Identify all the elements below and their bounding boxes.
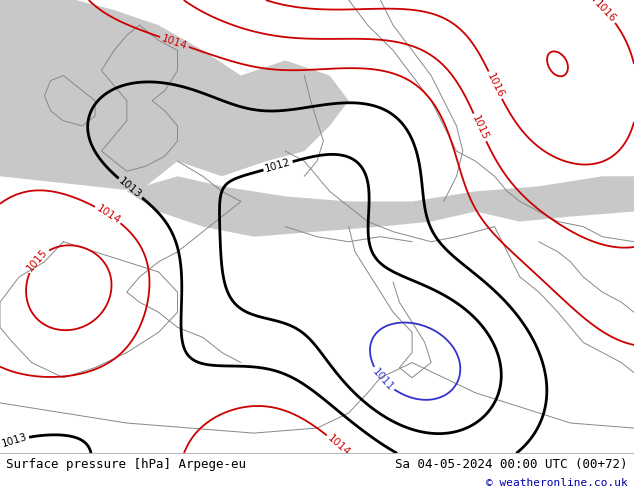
Text: 1016: 1016 [485,71,505,99]
Text: 1011: 1011 [370,366,396,392]
Text: © weatheronline.co.uk: © weatheronline.co.uk [486,478,628,489]
Text: Sa 04-05-2024 00:00 UTC (00+72): Sa 04-05-2024 00:00 UTC (00+72) [395,458,628,471]
Text: 1014: 1014 [94,203,122,226]
Text: 1013: 1013 [0,432,29,449]
Text: Surface pressure [hPa] Arpege-eu: Surface pressure [hPa] Arpege-eu [6,458,247,471]
Text: 1015: 1015 [470,113,490,142]
Text: 1014: 1014 [160,33,188,51]
Text: 1013: 1013 [117,176,144,200]
Text: 1016: 1016 [593,0,618,24]
Polygon shape [127,176,634,237]
Text: 1014: 1014 [325,433,352,458]
Text: 1012: 1012 [264,157,292,174]
Polygon shape [0,0,349,192]
Text: 1015: 1015 [25,247,50,273]
